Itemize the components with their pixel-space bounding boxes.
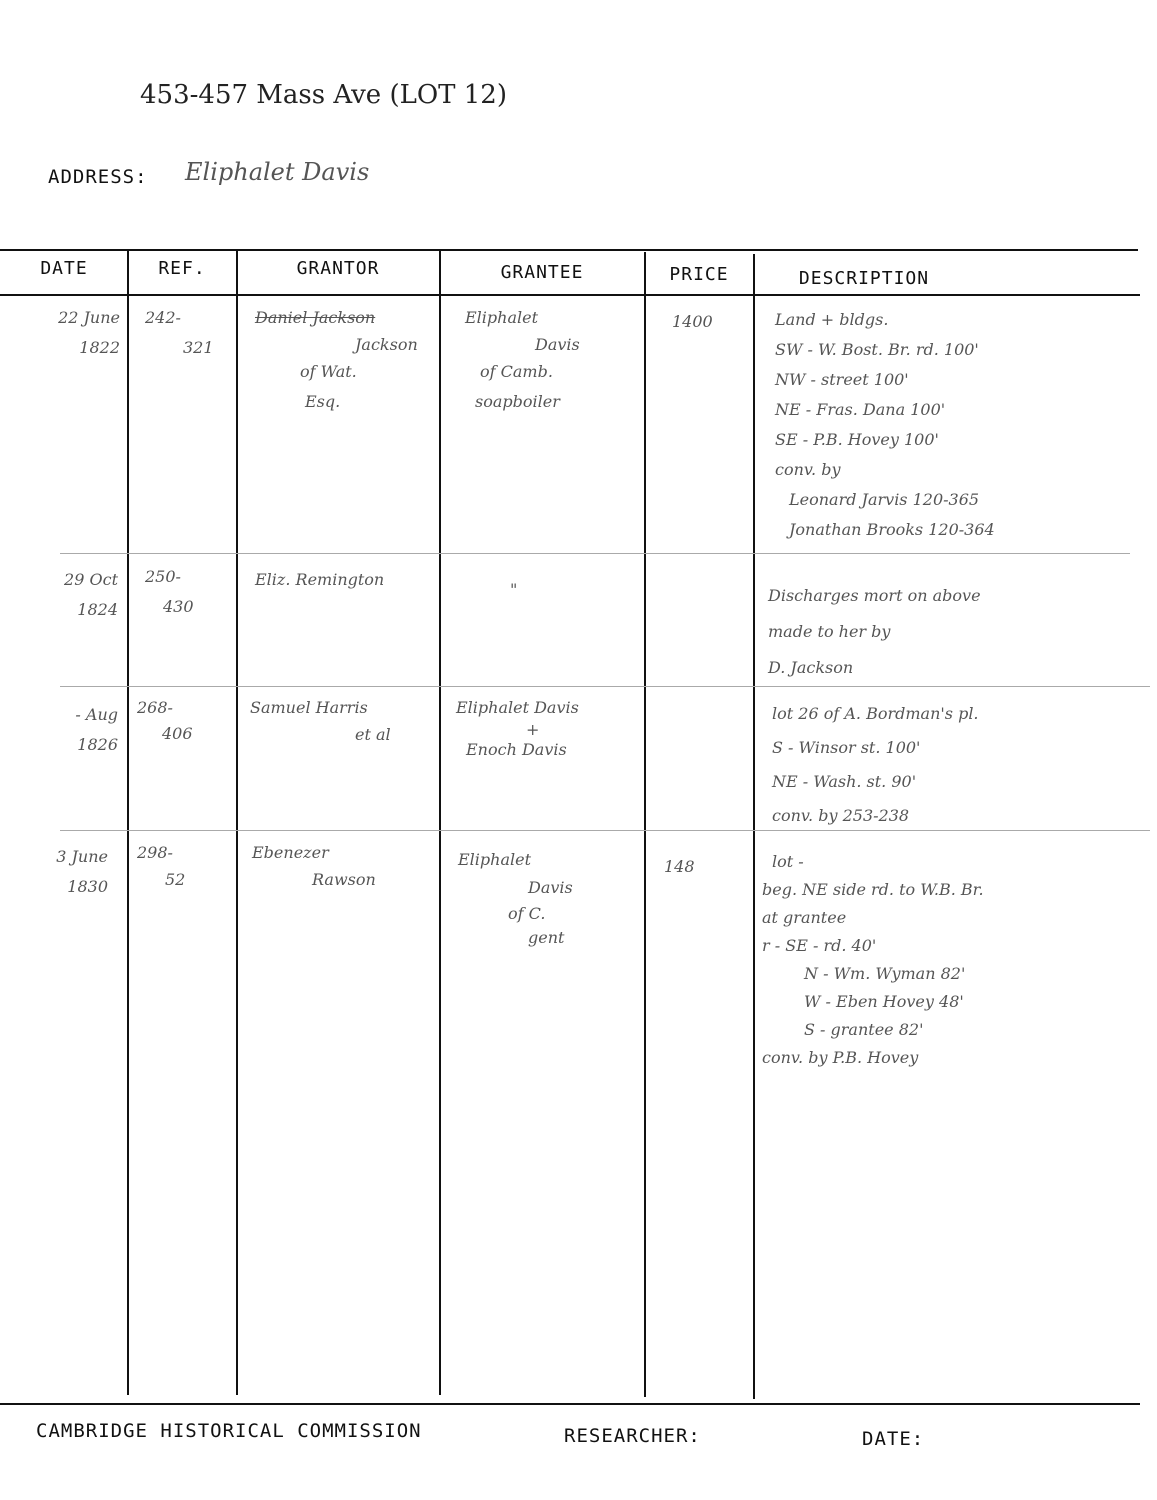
grantee-cell: " bbox=[510, 580, 518, 599]
grantee-cell: Enoch Davis bbox=[466, 740, 567, 759]
grantee-cell: Eliphalet bbox=[458, 850, 532, 869]
date-label: DATE: bbox=[862, 1428, 925, 1450]
description-line: Jonathan Brooks 120-364 bbox=[789, 520, 995, 539]
column-divider bbox=[236, 250, 238, 1395]
description-line: SW - W. Bost. Br. rd. 100' bbox=[775, 340, 979, 359]
column-header-price: PRICE bbox=[669, 264, 729, 285]
description-line: SE - P.B. Hovey 100' bbox=[775, 430, 939, 449]
description-line: at grantee bbox=[762, 908, 847, 927]
description-line: S - Winsor st. 100' bbox=[772, 738, 921, 757]
column-divider bbox=[644, 252, 646, 1397]
grantee-cell: + bbox=[526, 720, 540, 739]
column-header-description: DESCRIPTION bbox=[798, 268, 930, 289]
date-cell: - Aug bbox=[75, 705, 118, 724]
description-line: lot 26 of A. Bordman's pl. bbox=[772, 704, 979, 723]
row-separator bbox=[60, 830, 1150, 831]
grantor-cell: Samuel Harris bbox=[250, 698, 368, 717]
description-line: Land + bldgs. bbox=[775, 310, 889, 329]
grantee-cell: Eliphalet Davis bbox=[456, 698, 579, 717]
column-divider bbox=[753, 254, 755, 1399]
ref-cell: 406 bbox=[162, 724, 193, 743]
grantee-cell: of Camb. bbox=[480, 362, 553, 381]
grantor-cell: Eliz. Remington bbox=[255, 570, 385, 589]
grantor-cell: Daniel Jackson bbox=[255, 308, 376, 327]
grantor-cell: Jackson bbox=[355, 335, 418, 354]
grantor-cell: Ebenezer bbox=[252, 843, 329, 862]
description-line: r - SE - rd. 40' bbox=[762, 936, 877, 955]
grantor-cell: et al bbox=[355, 725, 391, 744]
grantee-cell: gent bbox=[528, 928, 565, 947]
description-line: NE - Wash. st. 90' bbox=[772, 772, 917, 791]
grantee-cell: Davis bbox=[528, 878, 573, 897]
table-bottom-border bbox=[0, 1403, 1140, 1405]
row-separator bbox=[60, 553, 1130, 554]
header-bottom-border bbox=[0, 294, 1140, 296]
ref-cell: 250- bbox=[145, 567, 181, 586]
description-line: made to her by bbox=[768, 622, 891, 641]
column-divider bbox=[127, 250, 129, 1395]
footer-organization: CAMBRIDGE HISTORICAL COMMISSION bbox=[36, 1420, 422, 1442]
description-line: conv. by bbox=[775, 460, 841, 479]
description-line: N - Wm. Wyman 82' bbox=[804, 964, 966, 983]
date-cell: 1824 bbox=[77, 600, 118, 619]
grantor-cell: of Wat. bbox=[300, 362, 357, 381]
ref-cell: 430 bbox=[163, 597, 194, 616]
date-cell: 1830 bbox=[67, 877, 108, 896]
date-cell: 22 June bbox=[58, 308, 120, 327]
row-separator bbox=[60, 686, 1150, 687]
grantee-cell: soapboiler bbox=[475, 392, 560, 411]
description-line: Discharges mort on above bbox=[768, 586, 981, 605]
grantor-cell: Esq. bbox=[305, 392, 341, 411]
description-line: S - grantee 82' bbox=[804, 1020, 924, 1039]
grantee-cell: Eliphalet bbox=[465, 308, 539, 327]
ref-cell: 242- bbox=[145, 308, 181, 327]
title-note: 453-457 Mass Ave (LOT 12) bbox=[140, 80, 507, 110]
ref-cell: 298- bbox=[137, 843, 173, 862]
column-header-grantee: GRANTEE bbox=[500, 262, 584, 283]
description-line: conv. by P.B. Hovey bbox=[762, 1048, 919, 1067]
date-cell: 3 June bbox=[56, 847, 108, 866]
description-line: Leonard Jarvis 120-365 bbox=[789, 490, 980, 509]
description-line: conv. by 253-238 bbox=[772, 806, 910, 825]
description-line: NW - street 100' bbox=[775, 370, 909, 389]
price-cell: 148 bbox=[664, 857, 695, 876]
grantee-cell: Davis bbox=[535, 335, 580, 354]
date-cell: 29 Oct bbox=[64, 570, 118, 589]
column-header-date: DATE bbox=[40, 258, 88, 279]
column-header-ref: REF. bbox=[158, 258, 206, 279]
date-cell: 1826 bbox=[77, 735, 118, 754]
address-label: ADDRESS: bbox=[48, 166, 148, 188]
ref-cell: 52 bbox=[165, 870, 186, 889]
column-divider bbox=[439, 250, 441, 1395]
description-line: W - Eben Hovey 48' bbox=[804, 992, 964, 1011]
grantee-cell: of C. bbox=[508, 904, 546, 923]
column-header-grantor: GRANTOR bbox=[296, 258, 380, 279]
description-line: NE - Fras. Dana 100' bbox=[775, 400, 946, 419]
grantor-cell: Rawson bbox=[312, 870, 376, 889]
date-cell: 1822 bbox=[79, 338, 120, 357]
researcher-label: RESEARCHER: bbox=[564, 1425, 701, 1447]
address-value: Eliphalet Davis bbox=[185, 158, 370, 186]
description-line: beg. NE side rd. to W.B. Br. bbox=[762, 880, 984, 899]
ref-cell: 321 bbox=[183, 338, 214, 357]
price-cell: 1400 bbox=[672, 312, 713, 331]
description-line: lot - bbox=[772, 852, 804, 871]
description-line: D. Jackson bbox=[768, 658, 854, 677]
table-top-border bbox=[0, 249, 1138, 251]
ref-cell: 268- bbox=[137, 698, 173, 717]
